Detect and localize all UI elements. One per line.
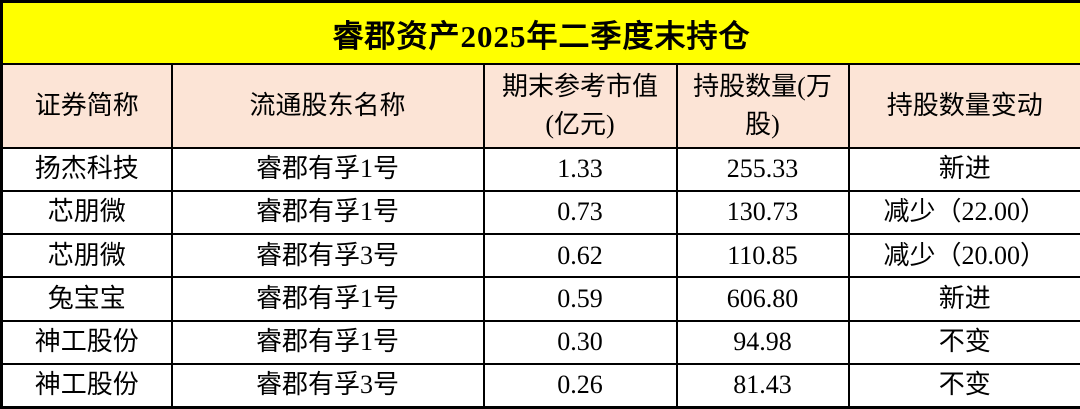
cell-change: 减少（20.00） <box>847 233 1080 279</box>
cell-market-value: 0.30 <box>482 319 678 365</box>
cell-change: 新进 <box>847 276 1080 322</box>
title-row: 睿郡资产2025年二季度末持仓 <box>0 0 1080 65</box>
cell-market-value: 0.73 <box>482 190 678 236</box>
table-row: 芯朋微 睿郡有孚3号 0.62 110.85 减少（20.00） <box>0 233 1080 279</box>
cell-holder: 睿郡有孚3号 <box>170 362 485 409</box>
table-row: 兔宝宝 睿郡有孚1号 0.59 606.80 新进 <box>0 276 1080 322</box>
cell-shares: 130.73 <box>675 190 850 236</box>
cell-shares: 606.80 <box>675 276 850 322</box>
cell-security: 神工股份 <box>0 362 173 409</box>
cell-change: 不变 <box>847 362 1080 409</box>
cell-holder: 睿郡有孚1号 <box>170 190 485 236</box>
cell-holder: 睿郡有孚1号 <box>170 146 485 193</box>
cell-shares: 94.98 <box>675 319 850 365</box>
table-row: 扬杰科技 睿郡有孚1号 1.33 255.33 新进 <box>0 146 1080 193</box>
header-security-name: 证券简称 <box>0 63 173 149</box>
header-shares-held: 持股数量(万 股) <box>675 63 850 149</box>
cell-market-value: 0.59 <box>482 276 678 322</box>
cell-change: 不变 <box>847 319 1080 365</box>
header-shareholder-name: 流通股东名称 <box>170 63 485 149</box>
header-shares-change: 持股数量变动 <box>847 63 1080 149</box>
cell-holder: 睿郡有孚1号 <box>170 276 485 322</box>
table-row: 神工股份 睿郡有孚3号 0.26 81.43 不变 <box>0 362 1080 409</box>
cell-change: 新进 <box>847 146 1080 193</box>
table-title: 睿郡资产2025年二季度末持仓 <box>0 0 1080 65</box>
cell-market-value: 0.62 <box>482 233 678 279</box>
cell-security: 芯朋微 <box>0 190 173 236</box>
cell-shares: 81.43 <box>675 362 850 409</box>
cell-shares: 110.85 <box>675 233 850 279</box>
cell-market-value: 0.26 <box>482 362 678 409</box>
cell-security: 扬杰科技 <box>0 146 173 193</box>
cell-market-value: 1.33 <box>482 146 678 193</box>
cell-shares: 255.33 <box>675 146 850 193</box>
cell-security: 神工股份 <box>0 319 173 365</box>
cell-holder: 睿郡有孚1号 <box>170 319 485 365</box>
header-market-value: 期末参考市值 (亿元) <box>482 63 678 149</box>
cell-security: 芯朋微 <box>0 233 173 279</box>
header-row: 证券简称 流通股东名称 期末参考市值 (亿元) 持股数量(万 股) 持股数量变动 <box>0 63 1080 149</box>
table-row: 芯朋微 睿郡有孚1号 0.73 130.73 减少（22.00） <box>0 190 1080 236</box>
cell-security: 兔宝宝 <box>0 276 173 322</box>
cell-change: 减少（22.00） <box>847 190 1080 236</box>
table-row: 神工股份 睿郡有孚1号 0.30 94.98 不变 <box>0 319 1080 365</box>
cell-holder: 睿郡有孚3号 <box>170 233 485 279</box>
